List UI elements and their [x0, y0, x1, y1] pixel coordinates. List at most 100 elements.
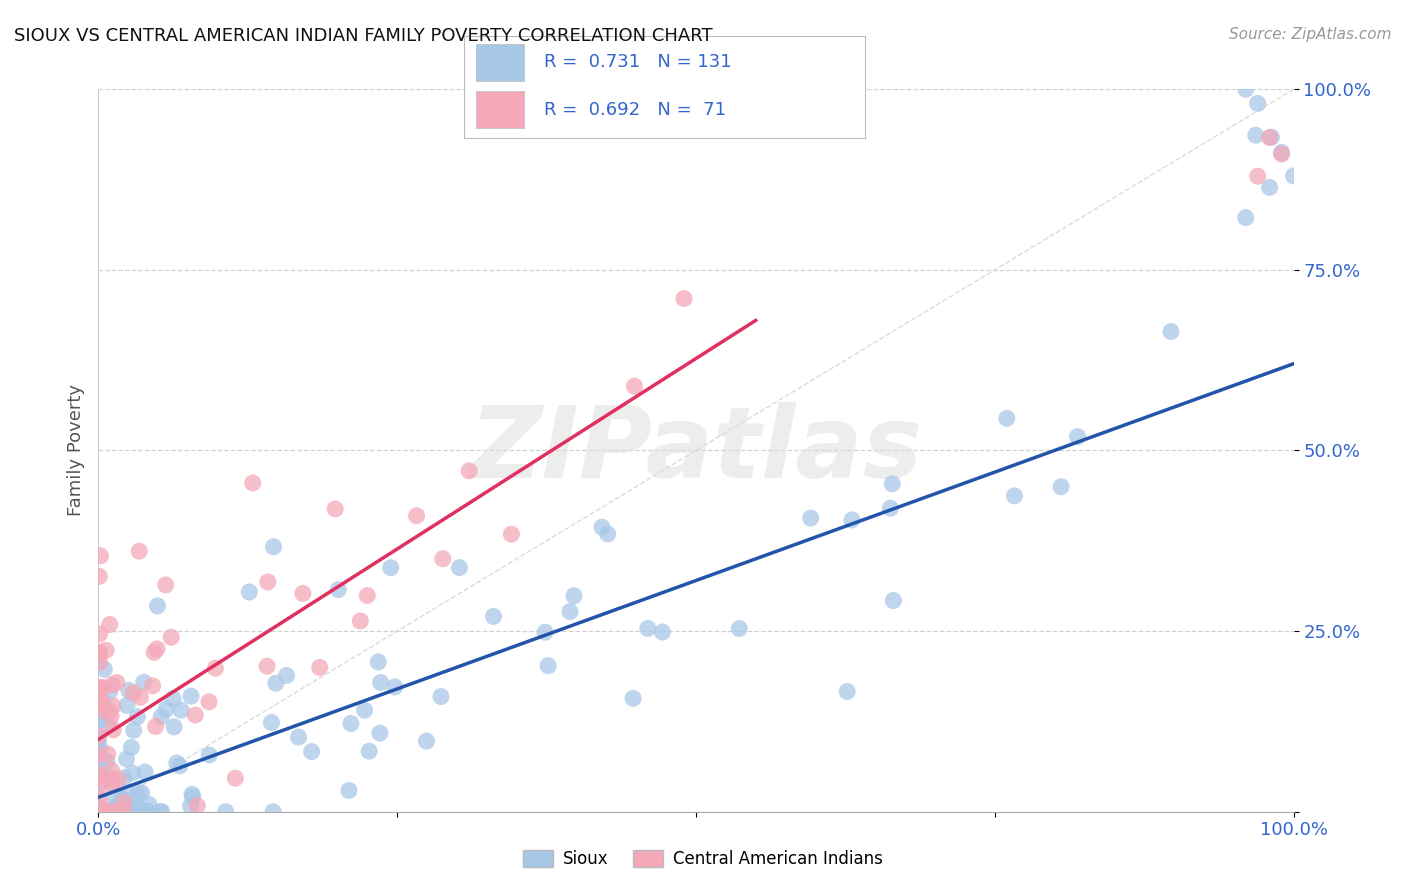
- Point: [89, 706, 111, 720]
- Point: [562, 589, 585, 603]
- Point: [184, 708, 207, 723]
- Point: [1234, 82, 1257, 96]
- Point: [380, 561, 402, 575]
- Point: [89, 780, 111, 795]
- Point: [98, 705, 121, 719]
- Point: [93, 805, 115, 819]
- Point: [263, 540, 285, 554]
- Point: [111, 791, 134, 805]
- Point: [323, 502, 346, 516]
- Point: [124, 800, 146, 814]
- Point: [359, 744, 381, 758]
- Point: [98, 684, 121, 698]
- Point: [1244, 128, 1267, 143]
- Point: [128, 805, 150, 819]
- Point: [87, 767, 110, 781]
- Point: [87, 734, 110, 748]
- Point: [432, 551, 454, 566]
- Point: [180, 689, 202, 703]
- Point: [127, 786, 149, 800]
- Text: R =  0.731   N = 131: R = 0.731 N = 131: [544, 54, 731, 71]
- Point: [1260, 130, 1282, 145]
- Point: [340, 716, 363, 731]
- Y-axis label: Family Poverty: Family Poverty: [66, 384, 84, 516]
- Point: [112, 771, 135, 785]
- Point: [91, 805, 114, 819]
- Point: [89, 741, 111, 756]
- Point: [89, 800, 111, 814]
- Point: [260, 715, 283, 730]
- Point: [163, 720, 186, 734]
- Point: [1282, 169, 1305, 183]
- Point: [103, 805, 125, 819]
- Point: [186, 799, 208, 814]
- Point: [87, 804, 110, 818]
- Point: [882, 476, 904, 491]
- Point: [101, 805, 124, 819]
- Point: [1002, 489, 1025, 503]
- Point: [370, 675, 392, 690]
- Point: [257, 574, 280, 589]
- Point: [104, 800, 127, 814]
- Point: [105, 805, 128, 819]
- Point: [264, 676, 287, 690]
- Point: [136, 805, 159, 819]
- Point: [591, 520, 613, 534]
- Point: [405, 508, 427, 523]
- Point: [537, 658, 560, 673]
- Point: [238, 585, 260, 599]
- Point: [127, 710, 149, 724]
- Point: [1271, 145, 1294, 160]
- Point: [87, 777, 110, 791]
- Point: [91, 681, 114, 695]
- Point: [1271, 147, 1294, 161]
- Point: [87, 645, 110, 659]
- Point: [97, 747, 120, 761]
- Point: [127, 799, 149, 814]
- Point: [122, 805, 145, 819]
- Point: [1247, 96, 1270, 111]
- Point: [128, 544, 150, 558]
- Point: [1234, 211, 1257, 225]
- Point: [134, 805, 156, 819]
- Point: [96, 805, 118, 819]
- Point: [170, 703, 193, 717]
- Point: [143, 645, 166, 659]
- Point: [149, 805, 172, 819]
- Point: [91, 703, 114, 717]
- Point: [97, 805, 120, 819]
- Point: [100, 771, 122, 785]
- Point: [368, 726, 391, 740]
- Point: [87, 729, 110, 743]
- Point: [122, 686, 145, 700]
- Point: [637, 621, 659, 635]
- Point: [146, 641, 169, 656]
- Point: [291, 586, 314, 600]
- Point: [90, 695, 112, 709]
- Text: ZIPatlas: ZIPatlas: [470, 402, 922, 499]
- Point: [287, 730, 309, 744]
- Point: [623, 379, 645, 393]
- Point: [162, 691, 184, 706]
- Point: [104, 805, 127, 819]
- Point: [837, 684, 859, 698]
- Point: [89, 627, 111, 641]
- Point: [89, 569, 111, 583]
- Point: [136, 805, 159, 819]
- Point: [800, 511, 823, 525]
- FancyBboxPatch shape: [477, 91, 524, 128]
- Point: [995, 411, 1018, 425]
- Point: [107, 772, 129, 787]
- Point: [1066, 429, 1088, 443]
- Point: [1258, 130, 1281, 145]
- Point: [117, 786, 139, 800]
- Point: [242, 475, 264, 490]
- Point: [328, 582, 350, 597]
- Text: R =  0.692   N =  71: R = 0.692 N = 71: [544, 101, 725, 119]
- Point: [105, 675, 128, 690]
- Point: [142, 679, 165, 693]
- Point: [367, 655, 389, 669]
- Point: [198, 747, 221, 762]
- Point: [89, 792, 111, 806]
- Point: [89, 713, 111, 727]
